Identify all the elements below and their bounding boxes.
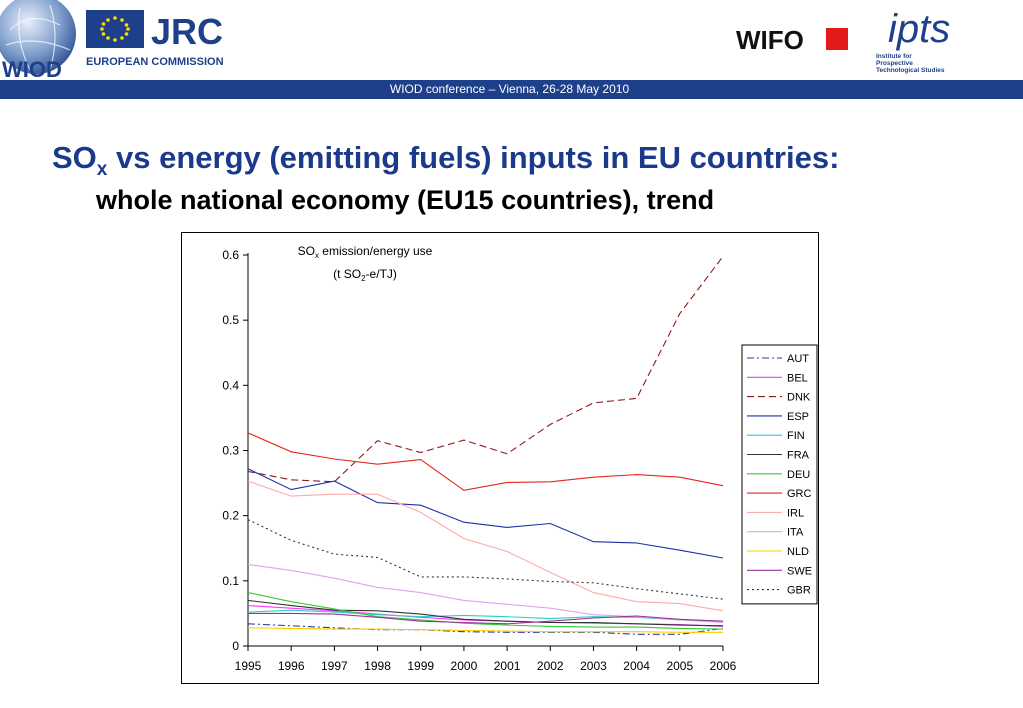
chart-frame: SOx emission/energy use (t SO2-e/TJ) 0 0.… (181, 232, 819, 684)
jrc-wordmark: JRC (151, 11, 223, 52)
conference-banner: WIOD conference – Vienna, 26-28 May 2010 (0, 80, 1023, 99)
title-so: SO (52, 140, 97, 175)
wifo-logo: WIFO (736, 25, 848, 55)
x-tick-label: 2005 (666, 659, 693, 673)
x-tick-label: 2000 (451, 659, 478, 673)
series-line-nld (247, 627, 723, 633)
legend-label-dnk: DNK (787, 392, 811, 404)
slide-title: SOx vs energy (emitting fuels) inputs in… (52, 138, 839, 190)
x-tick-label: 2006 (710, 659, 737, 673)
y-tick-label: 0 (232, 639, 239, 653)
x-tick-label: 2002 (537, 659, 564, 673)
ipts-logo: ipts Institute for Prospective Technolog… (876, 7, 950, 74)
x-tick-label: 2001 (494, 659, 521, 673)
ipts-wordmark: ipts (888, 7, 950, 51)
series-line-dnk (247, 255, 724, 483)
series-line-ita (247, 563, 724, 624)
legend-label-irl: IRL (787, 507, 804, 519)
legend-label-ita: ITA (787, 527, 804, 539)
series-line-fra (247, 599, 724, 627)
plot-area: 0 0.1 0.2 0.3 0.4 0.5 0.6 1995 1996 1997 1998 1999 2… (222, 248, 736, 673)
legend-label-fin: FIN (787, 430, 805, 442)
legend-label-grc: GRC (787, 488, 812, 500)
x-tick-label: 1999 (407, 659, 434, 673)
legend-label-nld: NLD (787, 546, 809, 558)
legend-label-fra: FRA (787, 450, 810, 462)
x-tick-label: 1997 (321, 659, 348, 673)
y-tick-label: 0.2 (222, 509, 239, 523)
series-line-esp (247, 468, 724, 559)
series-line-deu (247, 592, 724, 630)
jrc-caption: EUROPEAN COMMISSION (86, 56, 224, 68)
y-tick-label: 0.3 (222, 444, 239, 458)
y-tick-label: 0.6 (222, 248, 239, 262)
legend: AUT BEL DNK ESP FIN FRA DEU GRC IRL ITA NLD SWE GBR (741, 344, 818, 605)
title-rest: vs energy (emitting fuels) inputs in EU … (107, 140, 840, 175)
slide-subtitle: whole national economy (EU15 countries),… (96, 185, 715, 215)
ipts-caption-1: Institute for (876, 53, 912, 60)
legend-label-esp: ESP (787, 411, 809, 423)
y-tick-label: 0.5 (222, 313, 239, 327)
x-tick-label: 1995 (235, 659, 262, 673)
series-line-fin (247, 609, 724, 622)
y-tick-label: 0.4 (222, 378, 239, 392)
jrc-logo: JRC EUROPEAN COMMISSION (86, 10, 224, 68)
legend-label-gbr: GBR (787, 585, 811, 597)
ipts-caption-2: Prospective (876, 60, 913, 67)
legend-label-swe: SWE (787, 565, 812, 577)
x-tick-label: 2004 (623, 659, 650, 673)
x-tick-label: 1998 (364, 659, 391, 673)
legend-label-deu: DEU (787, 469, 810, 481)
y-tick-label: 0.1 (222, 574, 239, 588)
series-line-gbr (247, 519, 724, 600)
ipts-caption-3: Technological Studies (876, 67, 945, 74)
eu-stars-icon (100, 16, 130, 42)
series-line-irl (247, 480, 724, 612)
series-line-grc (247, 432, 724, 491)
line-chart: SOx emission/energy use (t SO2-e/TJ) 0 0.… (222, 244, 818, 673)
series-line-swe (248, 612, 724, 625)
wifo-wordmark: WIFO (736, 25, 804, 55)
title-subscript: x (96, 159, 108, 180)
legend-box (741, 344, 818, 605)
x-tick-label: 2003 (580, 659, 607, 673)
x-tick-label: 1996 (278, 659, 305, 673)
wiod-logo-text: WIOD (2, 57, 62, 80)
header: WIOD JRC EUROPEAN COMMISSION WIFO ipts I… (0, 0, 1023, 80)
chart-annotation-line2: (t SO2-e/TJ) (333, 267, 397, 283)
banner-text: WIOD conference – Vienna, 26-28 May 2010 (389, 82, 630, 96)
wiod-logo: WIOD (0, 0, 76, 80)
legend-label-bel: BEL (787, 372, 808, 384)
legend-label-aut: AUT (787, 353, 809, 365)
chart-annotation-line1: SOx emission/energy use (298, 244, 433, 260)
series-line-aut (247, 623, 724, 635)
